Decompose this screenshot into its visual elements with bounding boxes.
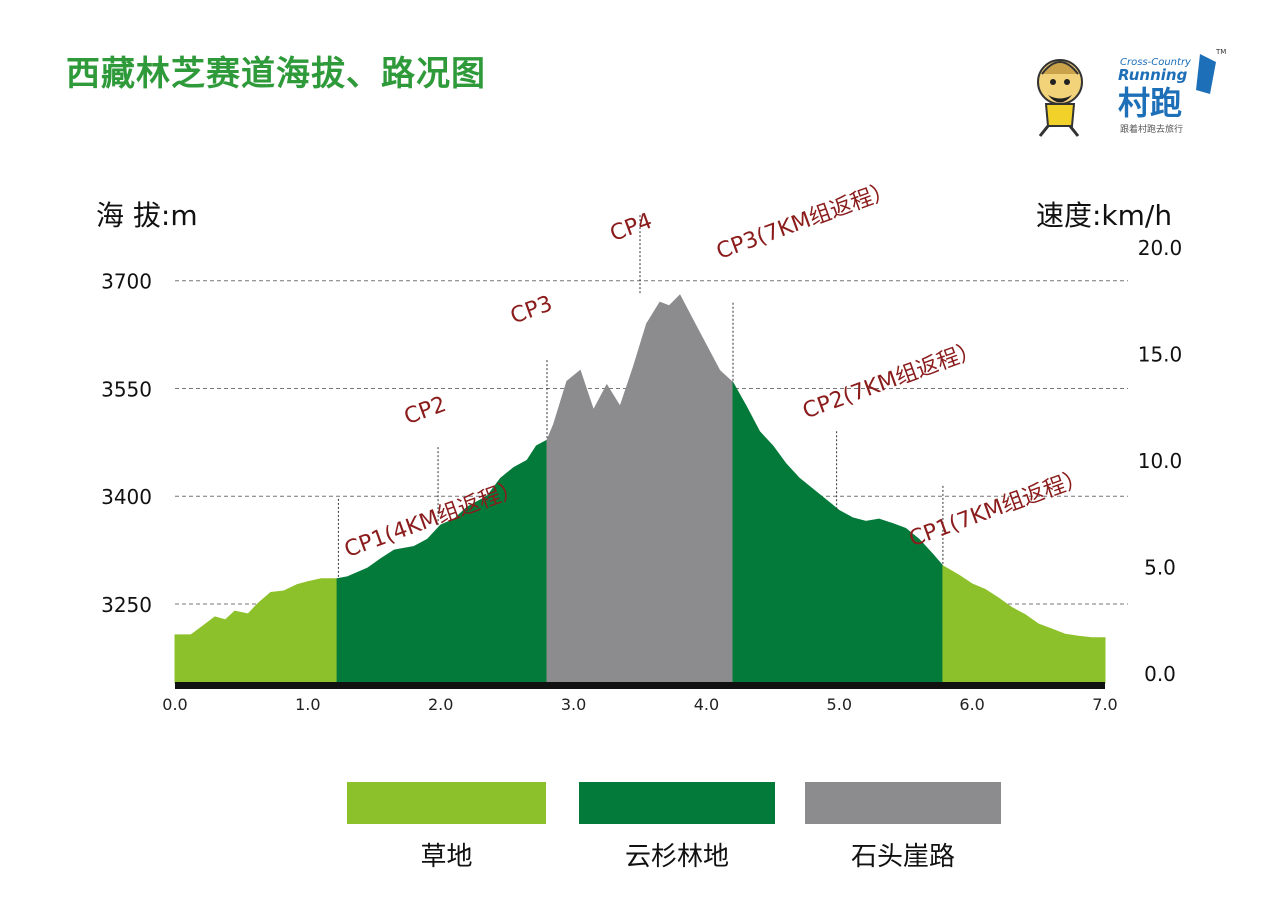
logo-line2: Running [1118, 66, 1188, 84]
annotation-label: CP2 [401, 392, 450, 430]
x-tick-label: 7.0 [1092, 695, 1117, 714]
logo-tagline: 跟着村跑去旅行 [1120, 123, 1183, 135]
series-area-2 [546, 294, 734, 684]
x-tick-label: 4.0 [694, 695, 719, 714]
legend-swatch [579, 782, 775, 824]
logo: Cross-Country Running 村跑 跟着村跑去旅行 TM [1020, 40, 1230, 140]
y2-tick-label: 20.0 [1138, 236, 1183, 260]
y2-tick-label: 15.0 [1138, 343, 1183, 367]
annotation-label: CP1(7KM组返程） [906, 465, 1090, 552]
annotation-label: CP2(7KM组返程） [800, 337, 984, 424]
legend-label: 石头崖路 [850, 842, 955, 872]
x-axis-line [175, 682, 1105, 689]
series-area-4 [942, 565, 1106, 684]
y2-tick-label: 10.0 [1138, 449, 1183, 473]
logo-line1: Cross-Country [1120, 57, 1192, 68]
logo-tm: TM [1215, 48, 1226, 56]
legend-swatch [347, 782, 546, 824]
x-tick-label: 5.0 [827, 695, 852, 714]
annotation-label: CP4 [607, 209, 656, 247]
legend-label: 云杉林地 [624, 842, 729, 872]
legend-label: 草地 [420, 842, 473, 872]
y-tick-label: 3700 [101, 270, 152, 294]
annotation-label: CP3(7KM组返程） [713, 177, 897, 264]
series-area-3 [732, 380, 944, 684]
annotation-label: CP3 [507, 291, 556, 329]
x-tick-label: 3.0 [561, 695, 586, 714]
y2-tick-label: 5.0 [1144, 556, 1176, 580]
runner-mascot-icon: Cross-Country Running 村跑 跟着村跑去旅行 TM [1037, 48, 1226, 137]
y2-tick-label: 0.0 [1144, 662, 1176, 686]
series-area-1 [336, 439, 548, 684]
chart-title: 西藏林芝赛道海拔、路况图 [66, 54, 486, 94]
y-axis-title: 海 拔:m [96, 199, 198, 232]
x-tick-label: 1.0 [295, 695, 320, 714]
series-area-0 [174, 578, 338, 684]
y-tick-label: 3250 [101, 593, 152, 617]
y-tick-label: 3400 [101, 485, 152, 509]
x-tick-label: 2.0 [428, 695, 453, 714]
y-tick-label: 3550 [101, 377, 152, 401]
legend-swatch [805, 782, 1001, 824]
x-tick-label: 6.0 [959, 695, 984, 714]
y2-axis-title: 速度:km/h [1036, 199, 1173, 232]
x-tick-label: 0.0 [162, 695, 187, 714]
logo-name: 村跑 [1118, 84, 1182, 122]
